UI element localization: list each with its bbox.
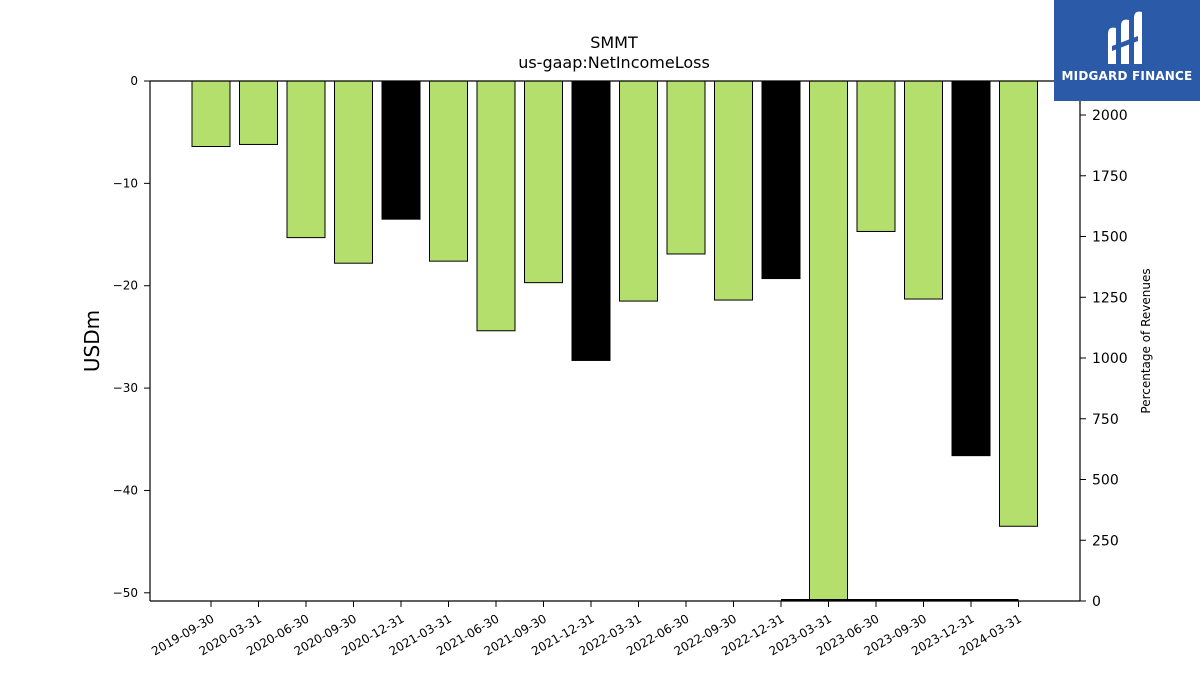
y2-tick-label: 0 [1092,594,1101,610]
y2-tick-label: 250 [1092,533,1119,549]
bars [191,80,1038,602]
y-tick-label: −30 [113,381,138,395]
axes [149,80,1081,602]
y-tick-label: −50 [113,586,138,600]
y-ticks: 0 −10 −20 −30 −40 −50 [113,74,150,600]
chart-subtitle: us-gaap:NetIncomeLoss [518,53,710,72]
x-ticks: 2019-09-302020-03-312020-06-302020-09-30… [149,601,1024,658]
logo-text: MIDGARD FINANCE [1061,69,1193,83]
y2-tick-label: 2000 [1092,108,1128,124]
bar-2024-03-31 [999,80,1038,527]
bar-2020-03-31 [239,80,278,145]
bar-2019-09-30 [191,80,231,148]
bar-2021-09-30 [524,80,563,284]
bar-2021-06-30 [476,80,516,332]
y2-tick-label: 1750 [1092,169,1128,185]
y2-axis-label: Percentage of Revenues [1139,268,1153,413]
y-tick-label: −40 [113,483,138,497]
y-axis-label: USDm [80,310,104,372]
bar-2020-12-31 [381,80,421,220]
bar-2022-09-30 [714,80,753,301]
y2-tick-label: 1000 [1092,351,1128,367]
y-tick-label: 0 [130,74,138,88]
midgard-finance-logo: MIDGARD FINANCE [1054,0,1200,101]
midgard-logo-mark-icon [1108,11,1142,65]
y2-tick-label: 1250 [1092,290,1128,306]
y2-tick-label: 1500 [1092,230,1128,246]
bar-2022-03-31 [619,80,658,302]
bar-2023-12-31 [951,80,991,457]
bar-2020-06-30 [286,80,326,239]
bar-2023-09-30 [904,80,943,300]
bar-2023-03-31 [809,80,848,602]
y2-tick-label: 750 [1092,412,1119,428]
y2-tick-label: 500 [1092,473,1119,489]
chart-title: SMMT [590,33,638,52]
bar-2023-06-30 [856,80,896,232]
bar-2020-09-30 [334,80,373,264]
y-tick-label: −10 [113,176,138,190]
bar-2021-12-31 [571,80,611,361]
y2-ticks: 0 250 500 750 1000 1250 1500 1750 2000 [1080,108,1128,610]
bar-2022-06-30 [666,80,706,255]
y-tick-label: −20 [113,279,138,293]
bar-2021-03-31 [429,80,468,262]
bar-2022-12-31 [761,80,801,280]
